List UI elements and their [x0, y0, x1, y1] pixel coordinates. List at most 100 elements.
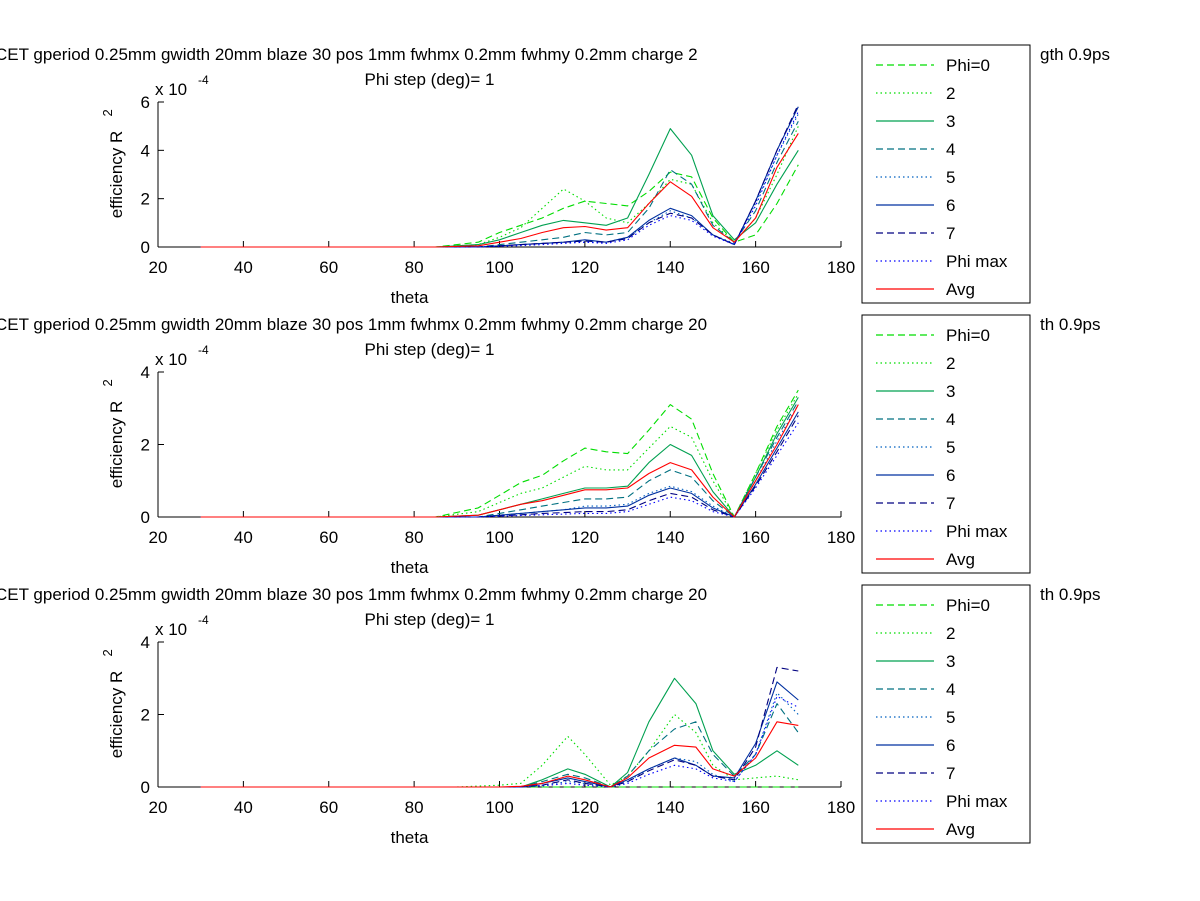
legend-label: 2	[946, 624, 955, 643]
x-tick-label: 100	[485, 258, 513, 277]
chart-title: CET gperiod 0.25mm gwidth 20mm blaze 30 …	[0, 585, 707, 604]
y-axis-label: efficiency R	[107, 671, 126, 759]
chart-title-tail: gth 0.9ps	[1040, 45, 1110, 64]
chart-title: CET gperiod 0.25mm gwidth 20mm blaze 30 …	[0, 315, 707, 334]
x-tick-label: 80	[405, 258, 424, 277]
series-line-3	[200, 703, 799, 788]
x-tick-label: 160	[741, 258, 769, 277]
y-axis-label-group: efficiency R 2	[100, 379, 126, 488]
legend-label: Avg	[946, 820, 975, 839]
legend-label: 3	[946, 112, 955, 131]
legend-label: 5	[946, 168, 955, 187]
series-line-8	[200, 133, 799, 248]
legend-label: 4	[946, 140, 955, 159]
x-tick-label: 80	[405, 528, 424, 547]
x-axis-label: theta	[391, 558, 429, 577]
x-axis-label: theta	[391, 828, 429, 847]
legend: Phi=0 2 3 4 5 6 7 Phi max Avg	[861, 314, 1031, 574]
x-tick-label: 140	[656, 258, 684, 277]
series-line-5	[200, 681, 799, 788]
y-tick-label: 0	[141, 778, 150, 797]
legend: Phi=0 2 3 4 5 6 7 Phi max Avg	[861, 44, 1031, 304]
series-line-8	[200, 404, 799, 518]
legend-box	[861, 584, 1031, 844]
legend-label: 3	[946, 652, 955, 671]
legend-label: 6	[946, 196, 955, 215]
y-axis-label: efficiency R	[107, 401, 126, 489]
chart-subtitle: Phi step (deg)= 1	[365, 70, 495, 89]
legend: Phi=0 2 3 4 5 6 7 Phi max Avg	[861, 584, 1031, 844]
x-axis-label: theta	[391, 288, 429, 307]
y-axis-label-sup: 2	[100, 649, 115, 656]
chart-subtitle: Phi step (deg)= 1	[365, 340, 495, 359]
legend-label: 3	[946, 382, 955, 401]
series-line-1	[200, 125, 799, 248]
x-tick-label: 120	[571, 528, 599, 547]
series-line-5	[200, 411, 799, 518]
legend-label: Phi max	[946, 252, 1008, 271]
x-tick-label: 60	[319, 258, 338, 277]
x-tick-label: 180	[827, 528, 855, 547]
series-line-4	[200, 113, 799, 248]
legend-box	[861, 314, 1031, 574]
x-tick-label: 40	[234, 528, 253, 547]
y-axis-label-sup: 2	[100, 109, 115, 116]
x-tick-label: 180	[827, 258, 855, 277]
y-axis-label-group: efficiency R 2	[100, 649, 126, 758]
x-tick-label: 20	[149, 798, 168, 817]
chart-panel-1: CET gperiod 0.25mm gwidth 20mm blaze 30 …	[0, 44, 1110, 307]
series-line-6	[200, 415, 799, 518]
legend-label: Avg	[946, 280, 975, 299]
x-tick-label: 80	[405, 798, 424, 817]
series-line-6	[200, 104, 799, 248]
x-tick-label: 40	[234, 798, 253, 817]
y-tick-label: 2	[141, 436, 150, 455]
chart-title-tail: th 0.9ps	[1040, 585, 1101, 604]
series-line-1	[200, 393, 799, 518]
legend-label: 7	[946, 494, 955, 513]
legend-label: 7	[946, 764, 955, 783]
chart-panel-3: CET gperiod 0.25mm gwidth 20mm blaze 30 …	[0, 584, 1101, 847]
y-tick-label: 4	[141, 141, 150, 160]
legend-label: 4	[946, 680, 955, 699]
series-line-7	[200, 111, 799, 248]
chart-panel-2: CET gperiod 0.25mm gwidth 20mm blaze 30 …	[0, 314, 1101, 577]
legend-label: Avg	[946, 550, 975, 569]
chart-title-tail: th 0.9ps	[1040, 315, 1101, 334]
x-tick-label: 140	[656, 528, 684, 547]
series-line-0	[200, 389, 799, 518]
legend-label: Phi max	[946, 792, 1008, 811]
x-tick-label: 140	[656, 798, 684, 817]
series-line-4	[200, 404, 799, 518]
x-tick-label: 160	[741, 798, 769, 817]
series-line-0	[200, 164, 799, 248]
series-line-2	[200, 677, 799, 788]
y-tick-label: 6	[141, 93, 150, 112]
series-line-5	[200, 106, 799, 248]
legend-label: Phi=0	[946, 56, 990, 75]
y-tick-label: 2	[141, 190, 150, 209]
series-line-2	[200, 128, 799, 248]
y-axis-label-group: efficiency R 2	[100, 109, 126, 218]
series-line-3	[200, 400, 799, 518]
x-tick-label: 60	[319, 798, 338, 817]
x-tick-label: 100	[485, 528, 513, 547]
legend-label: 6	[946, 466, 955, 485]
series-line-7	[200, 422, 799, 518]
x-tick-label: 40	[234, 258, 253, 277]
x-tick-label: 180	[827, 798, 855, 817]
y-exponent-sup: -4	[198, 613, 209, 627]
legend-label: 5	[946, 708, 955, 727]
y-exponent-label: x 10	[155, 620, 187, 639]
legend-label: 2	[946, 354, 955, 373]
x-tick-label: 20	[149, 258, 168, 277]
x-tick-label: 120	[571, 798, 599, 817]
y-tick-label: 4	[141, 633, 150, 652]
legend-label: 2	[946, 84, 955, 103]
legend-label: Phi max	[946, 522, 1008, 541]
series-line-8	[200, 721, 799, 788]
y-axis-label-sup: 2	[100, 379, 115, 386]
legend-label: 7	[946, 224, 955, 243]
y-tick-label: 4	[141, 363, 150, 382]
